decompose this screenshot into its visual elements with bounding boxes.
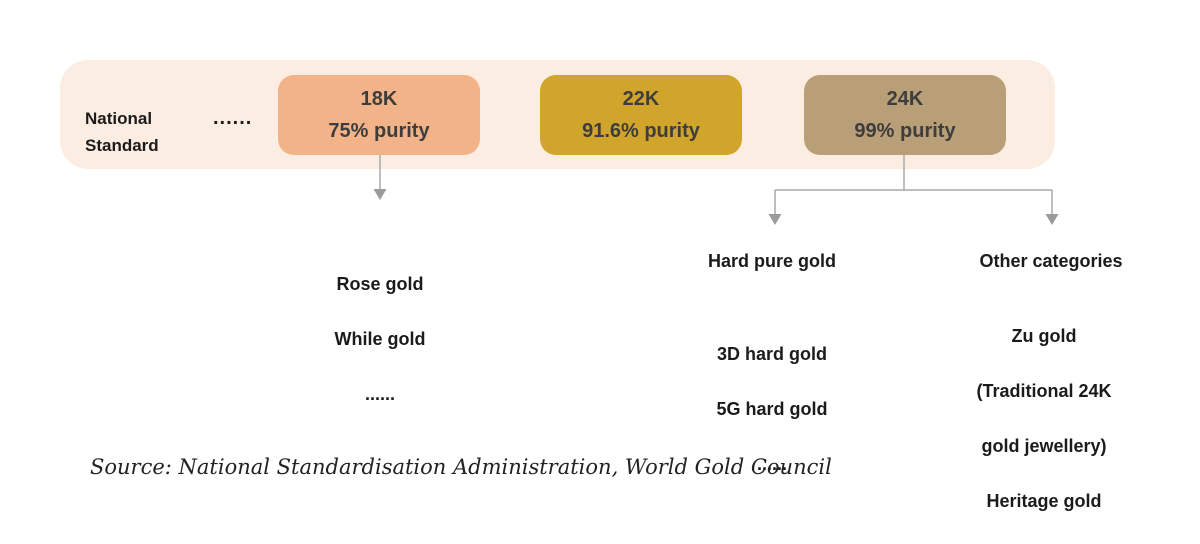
purity-22k-label: 91.6% purity [582,120,700,142]
rose-line-ellipsis: ...... [364,383,395,404]
hard-pure-gold-list: 3D hard gold 5G hard gold ...... [672,313,872,506]
other-line-3: gold jewellery) [981,435,1107,456]
band-ellipsis: ...... [213,107,253,129]
hard-line-ellipsis: ...... [756,453,787,474]
karat-24k-label: 24K [886,88,924,110]
other-categories-header: Other categories [979,251,1123,271]
band-label-line1: National [85,109,153,128]
band-label: National Standard [85,105,205,159]
rose-line-1: Rose gold [336,273,424,294]
other-line-1: Zu gold [1011,325,1077,346]
band-label-line2: Standard [85,136,159,155]
other-categories-list: Zu gold (Traditional 24K gold jewellery)… [934,295,1154,544]
standard-box-18k: 18K 75% purity [278,75,480,155]
rose-line-2: While gold [334,328,426,349]
purity-24k-label: 99% purity [854,120,956,142]
hard-pure-gold-header: Hard pure gold [707,251,836,271]
other-line-4: Heritage gold [986,490,1102,511]
karat-18k-label: 18K [360,88,398,110]
other-line-2: (Traditional 24K [976,380,1112,401]
standard-box-24k: 24K 99% purity [804,75,1006,155]
hard-line-2: 5G hard gold [716,398,828,419]
purity-18k-label: 75% purity [328,120,430,142]
source-note: Source: National Standardisation Adminis… [90,455,832,479]
rose-gold-list: Rose gold While gold ...... [280,243,480,436]
hard-line-1: 3D hard gold [716,343,827,364]
standard-box-22k: 22K 91.6% purity [540,75,742,155]
karat-22k-label: 22K [622,88,660,110]
